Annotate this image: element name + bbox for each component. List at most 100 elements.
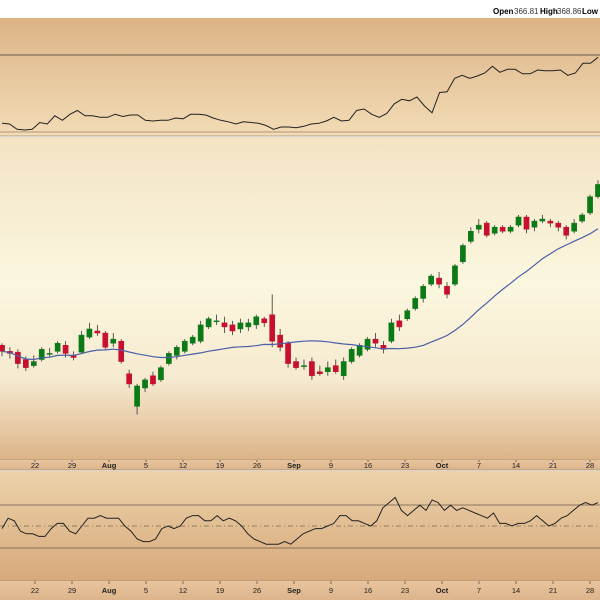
candle-body: [213, 320, 220, 323]
candle-body: [372, 338, 379, 344]
candle-body: [483, 222, 490, 236]
candle-body: [412, 298, 419, 309]
candle-body: [301, 365, 307, 367]
candle: [245, 318, 252, 331]
x-tick-label: 16: [364, 461, 372, 470]
x-tick-label: 19: [216, 586, 224, 595]
candle: [126, 369, 132, 388]
candle: [150, 371, 156, 386]
candle: [118, 339, 125, 364]
x-tick-label: 16: [364, 586, 372, 595]
candle-body: [110, 338, 117, 344]
candle-body: [237, 322, 244, 330]
candle: [595, 180, 600, 199]
x-tick-label: 26: [253, 461, 261, 470]
candle: [563, 225, 570, 240]
x-tick-label: Aug: [102, 461, 117, 470]
candle: [531, 219, 538, 232]
candle-body: [221, 322, 228, 328]
price-panel: [0, 137, 600, 460]
candle: [436, 271, 442, 289]
open-label: Open: [493, 7, 514, 16]
candle-body: [523, 216, 530, 230]
candle-body: [126, 373, 132, 385]
candle-body: [197, 324, 204, 342]
candle: [388, 318, 395, 344]
candle-body: [277, 334, 283, 348]
header-readout: Open 366.81 High 368.86 Low: [493, 7, 599, 16]
candle: [348, 347, 355, 364]
candle: [491, 225, 498, 236]
x-tick-label: 5: [144, 461, 148, 470]
candle-body: [571, 222, 577, 232]
candle-body: [181, 340, 188, 352]
lower-indicator-line: [1, 496, 599, 545]
candle-body: [261, 318, 268, 324]
candle-body: [539, 218, 546, 222]
x-tick-label: 29: [68, 586, 76, 595]
x-tick-label: 5: [144, 586, 148, 595]
x-tick-label: 22: [31, 586, 39, 595]
candle: [94, 324, 101, 336]
candle-body: [499, 226, 506, 232]
x-axis-upper: 22 29 Aug 5 12 19 26 Sep 9 16 23 Oct 7 14 21 28: [31, 460, 594, 470]
candle-body: [285, 342, 291, 364]
candle: [571, 219, 577, 234]
candle: [460, 243, 466, 264]
candle: [475, 219, 482, 234]
candle-body: [563, 226, 570, 236]
candle: [309, 357, 315, 380]
candle-body: [444, 285, 450, 295]
x-tick-label: 28: [586, 586, 594, 595]
candle: [444, 282, 450, 299]
candle-body: [332, 365, 339, 372]
candle-body: [324, 367, 331, 372]
candle: [555, 221, 562, 232]
x-tick-label: 14: [512, 461, 520, 470]
candle: [134, 383, 140, 415]
candle-body: [475, 224, 482, 230]
candle: [253, 314, 260, 329]
candle-body: [309, 361, 315, 377]
candle: [78, 331, 85, 354]
candle-body: [515, 216, 522, 226]
candle-body: [460, 245, 466, 263]
candle: [412, 296, 419, 311]
candle: [468, 227, 474, 244]
lower-indicator-layer: [1, 496, 599, 545]
candle-body: [595, 184, 600, 197]
candle-body: [452, 265, 458, 285]
candle-body: [555, 222, 562, 228]
candle-body: [150, 375, 156, 385]
candle: [229, 320, 236, 336]
candle: [420, 284, 427, 303]
x-tick-label: 7: [477, 461, 481, 470]
candle-body: [531, 220, 538, 228]
candle-body: [78, 334, 85, 353]
candle-body: [436, 277, 442, 285]
candle: [404, 308, 411, 321]
candle: [158, 365, 164, 382]
candle: [428, 274, 434, 287]
candle: [30, 355, 37, 368]
candle-body: [491, 226, 498, 234]
candle: [142, 377, 148, 393]
candle: [364, 337, 371, 352]
candle: [46, 348, 53, 358]
candle-body: [253, 316, 260, 326]
candle-body: [468, 231, 474, 242]
open-value: 366.81: [514, 7, 539, 16]
candle-body: [118, 340, 125, 362]
candle-body: [348, 349, 355, 362]
candle-body: [0, 345, 5, 352]
candle: [213, 314, 220, 325]
candle-body: [158, 367, 164, 381]
candle-body: [86, 328, 93, 338]
x-tick-label: 7: [477, 586, 481, 595]
candle-body: [587, 196, 593, 214]
x-tick-label: 23: [401, 461, 409, 470]
candle-body: [205, 318, 212, 328]
candle-body: [23, 359, 29, 368]
candle: [285, 341, 291, 368]
